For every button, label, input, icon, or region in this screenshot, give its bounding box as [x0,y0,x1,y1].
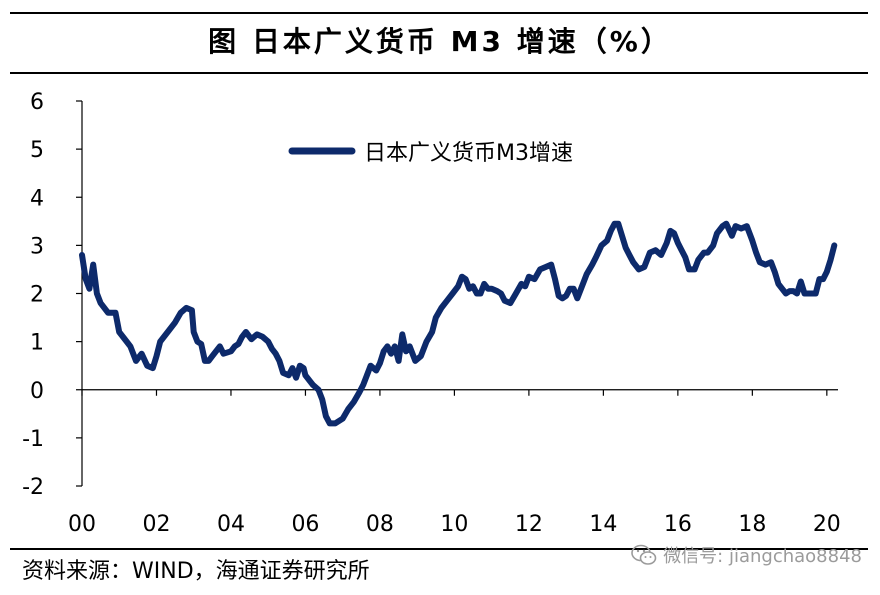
y-tick-label: -2 [22,475,44,500]
y-axis-ticks: -2 -1 0 1 2 3 4 5 6 [22,90,82,500]
watermark: 微信号: jiangchao8848 [631,540,862,570]
y-tick-label: 1 [30,331,44,356]
x-tick-label: 08 [366,512,394,537]
x-tick-label: 14 [589,512,617,537]
x-tick-label: 10 [440,512,468,537]
y-tick-label: 3 [30,234,44,259]
chart-legend: 日本广义货币M3增速 [288,141,573,166]
y-tick-label: 2 [30,283,44,308]
x-tick-label: 00 [68,512,96,537]
x-tick-label: 18 [738,512,766,537]
y-tick-label: 6 [30,90,44,115]
x-tick-label: 02 [142,512,170,537]
x-tick-label: 16 [664,512,692,537]
y-tick-label: 5 [30,138,44,163]
y-tick-label: 0 [30,379,44,404]
series-line-0 [79,220,838,427]
x-tick-label: 12 [515,512,543,537]
bottom-rule [10,548,868,550]
wechat-icon [631,544,657,566]
series-group [79,220,838,427]
x-axis-ticks: 00 02 04 06 08 10 12 14 16 18 20 [68,389,841,537]
title-rule [10,72,868,74]
top-rule [10,12,868,14]
x-tick-label: 06 [291,512,319,537]
watermark-text: 微信号: jiangchao8848 [663,546,862,567]
chart-title: 图 日本广义货币 M3 增速（%） [208,25,672,58]
x-tick-label: 20 [813,512,841,537]
legend-label: 日本广义货币M3增速 [364,141,573,166]
x-tick-label: 04 [217,512,245,537]
source-note: 资料来源：WIND，海通证券研究所 [22,559,370,584]
y-tick-label: -1 [22,427,44,452]
y-tick-label: 4 [30,186,44,211]
